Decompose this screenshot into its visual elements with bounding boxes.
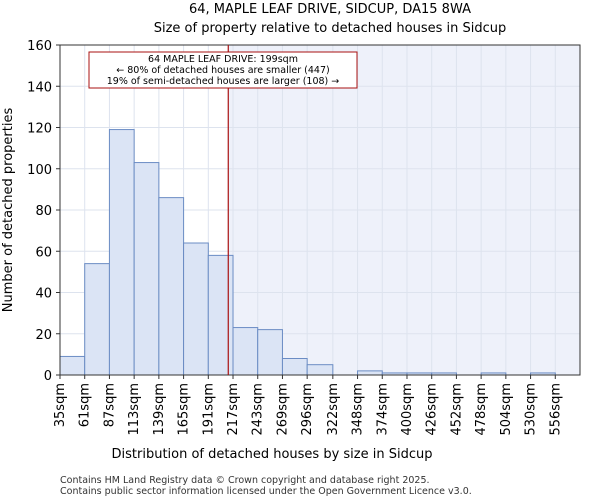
x-tick-label: 296sqm — [300, 383, 315, 436]
y-axis-label: Number of detached properties — [1, 108, 16, 313]
bar-35sqm — [59, 355, 86, 376]
x-tick-label: 165sqm — [177, 383, 192, 436]
x-tick-label: 426sqm — [425, 383, 440, 436]
y-tick-label: 160 — [27, 39, 52, 54]
x-tick-label: 113sqm — [127, 383, 142, 436]
x-tick-label: 556sqm — [548, 383, 563, 436]
chart-subtitle: Size of property relative to detached ho… — [154, 21, 507, 36]
x-tick-label: 530sqm — [524, 383, 539, 436]
x-tick-label: 35sqm — [53, 383, 68, 427]
bar-191sqm — [207, 254, 234, 376]
x-tick-label: 269sqm — [275, 383, 290, 436]
footer-line-1: Contains HM Land Registry data © Crown c… — [60, 475, 430, 486]
x-tick-label: 504sqm — [499, 383, 514, 436]
y-tick-label: 20 — [35, 328, 52, 343]
x-tick-label: 139sqm — [152, 383, 167, 436]
x-tick-label: 400sqm — [400, 383, 415, 436]
bar-165sqm — [183, 242, 209, 376]
annotation-line-3: 19% of semi-detached houses are larger (… — [107, 76, 340, 87]
bar-217sqm — [232, 327, 259, 376]
bar-113sqm — [133, 162, 160, 376]
chart-title: 64, MAPLE LEAF DRIVE, SIDCUP, DA15 8WA — [189, 2, 471, 17]
x-tick-label: 374sqm — [375, 383, 390, 436]
bar-269sqm — [281, 358, 308, 376]
bar-139sqm — [158, 197, 185, 376]
x-tick-label: 452sqm — [449, 383, 464, 436]
x-axis-label: Distribution of detached houses by size … — [112, 447, 433, 462]
x-tick-label: 217sqm — [226, 383, 241, 436]
annotation-line-2: ← 80% of detached houses are smaller (44… — [116, 65, 329, 76]
footer-line-2: Contains public sector information licen… — [60, 486, 472, 497]
y-tick-label: 40 — [35, 287, 52, 302]
annotation-box: 64 MAPLE LEAF DRIVE: 199sqm ← 80% of det… — [88, 51, 358, 89]
x-axis: 35sqm 61sqm 87sqm 113sqm 139sqm 165sqm 191sqm 2… — [53, 375, 563, 436]
y-tick-label: 100 — [27, 163, 52, 178]
x-tick-label: 87sqm — [102, 383, 117, 427]
bar-61sqm — [84, 263, 110, 376]
annotation-line-1: 64 MAPLE LEAF DRIVE: 199sqm — [148, 54, 298, 65]
y-tick-label: 0 — [44, 369, 52, 384]
y-tick-label: 60 — [35, 245, 52, 260]
x-tick-label: 348sqm — [351, 383, 366, 436]
bar-296sqm — [306, 364, 334, 376]
y-axis: 0 20 40 60 80 100 120 140 160 — [27, 39, 60, 384]
x-tick-label: 478sqm — [474, 383, 489, 436]
bar-348sqm — [357, 370, 383, 376]
x-tick-label: 322sqm — [326, 383, 341, 436]
bar-87sqm — [108, 129, 135, 376]
bar-243sqm — [257, 329, 283, 376]
y-tick-label: 120 — [27, 122, 52, 137]
y-tick-label: 140 — [27, 80, 52, 95]
x-tick-label: 61sqm — [78, 383, 93, 427]
x-tick-label: 243sqm — [251, 383, 266, 436]
x-tick-label: 191sqm — [201, 383, 216, 436]
y-tick-label: 80 — [35, 204, 52, 219]
